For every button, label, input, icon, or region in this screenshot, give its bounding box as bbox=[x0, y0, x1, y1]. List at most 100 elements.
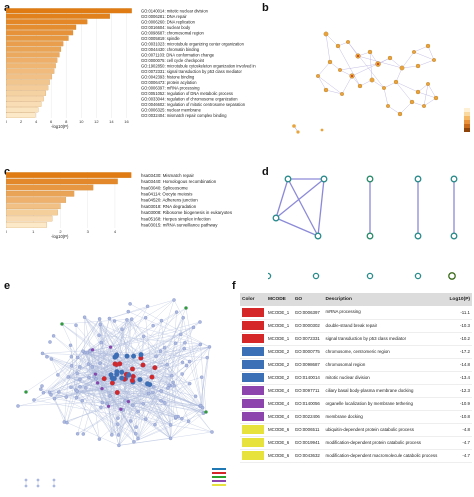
network-node bbox=[173, 415, 178, 419]
kegg-category-label: hsa03015: mRNA surveillance pathway bbox=[141, 223, 218, 228]
network-node bbox=[184, 363, 189, 368]
go-bar bbox=[6, 41, 64, 47]
network-node bbox=[87, 375, 91, 380]
network-node bbox=[97, 437, 102, 441]
network-node bbox=[180, 360, 185, 365]
go-xtick-label: 0 bbox=[6, 119, 8, 124]
network-node bbox=[78, 365, 82, 369]
network-node bbox=[99, 405, 103, 410]
kegg-category-label: hsa04520: Adherens junction bbox=[141, 198, 198, 203]
network-node bbox=[132, 440, 136, 444]
kegg-category-label: hsa03430: Mismatch repair bbox=[141, 173, 194, 178]
network-node bbox=[134, 425, 138, 429]
log10p-cell: -4.7 bbox=[446, 436, 472, 450]
panel-label-e: e bbox=[4, 280, 11, 292]
cluster-color-swatch bbox=[242, 386, 264, 395]
network-node bbox=[204, 410, 208, 414]
go-bar bbox=[6, 85, 49, 91]
log10p-cell: -4.7 bbox=[446, 449, 472, 463]
mcode-cell: MCODE_1 bbox=[266, 332, 293, 346]
network-node bbox=[180, 416, 184, 421]
network-node bbox=[145, 381, 151, 387]
go-xtick-label: 12 bbox=[94, 119, 99, 124]
network-node bbox=[207, 345, 212, 349]
kegg-bar bbox=[6, 203, 61, 210]
mcode-cell: MCODE_2 bbox=[266, 371, 293, 385]
network-node bbox=[110, 376, 116, 382]
go-category-label: GO:0000075: cell cycle checkpoint bbox=[141, 58, 205, 63]
go-category-label: GO:1902850: microtubule cytoskeleton org… bbox=[141, 63, 256, 68]
network-node bbox=[154, 354, 158, 359]
network-node bbox=[168, 436, 173, 441]
go-bar bbox=[6, 35, 69, 41]
network-node bbox=[64, 395, 68, 399]
network-node bbox=[120, 327, 124, 331]
table-row: MCODE_6 GO:0006511 ubiquitin-dependent p… bbox=[240, 423, 472, 437]
network-node bbox=[125, 318, 129, 322]
network-node bbox=[130, 403, 135, 408]
table-row: MCODE_4 GO:0022406 membrane docking -10.… bbox=[240, 410, 472, 424]
network-node bbox=[171, 380, 175, 385]
network-node bbox=[81, 349, 85, 353]
network-node bbox=[134, 431, 138, 436]
network-node bbox=[40, 351, 45, 356]
color-scale-legend bbox=[464, 108, 470, 132]
network-node bbox=[181, 316, 185, 320]
network-node bbox=[151, 323, 155, 328]
network-node bbox=[180, 372, 184, 376]
network-node bbox=[69, 354, 74, 359]
network-node bbox=[140, 362, 146, 368]
log10p-cell: -13.4 bbox=[446, 371, 472, 385]
go-xtick-label: 10 bbox=[79, 119, 84, 124]
description-cell: modification-dependent protein catabolic… bbox=[323, 436, 447, 450]
network-node bbox=[159, 389, 163, 393]
network-node bbox=[141, 334, 146, 339]
cluster-color-swatch bbox=[242, 360, 264, 369]
network-node bbox=[78, 384, 82, 389]
go-cell: GO:0140014 bbox=[292, 371, 324, 385]
cluster-color-swatch bbox=[242, 307, 264, 317]
network-node bbox=[75, 371, 79, 376]
go-category-label: GO:0031023: microtubule organizing cente… bbox=[141, 41, 245, 46]
panel-label-b: b bbox=[262, 2, 269, 14]
network-node bbox=[205, 355, 209, 360]
network-node bbox=[75, 432, 80, 436]
network-node bbox=[82, 315, 87, 319]
network-node bbox=[119, 375, 125, 381]
network-node bbox=[179, 332, 183, 337]
cluster-color-swatch bbox=[242, 347, 264, 356]
go-category-label: GO:0044430: chromatin binding bbox=[141, 47, 200, 52]
network-node bbox=[165, 362, 169, 367]
ppi-network bbox=[16, 298, 226, 488]
network-node bbox=[136, 436, 140, 441]
log10p-cell: -12.3 bbox=[446, 384, 472, 398]
go-category-label: GO:0032404: mismatch repair complex bind… bbox=[141, 113, 227, 118]
network-node bbox=[78, 377, 82, 382]
network-node bbox=[126, 399, 131, 404]
go-bar bbox=[6, 46, 62, 52]
kegg-bar bbox=[6, 215, 53, 222]
mcode-cell: MCODE_4 bbox=[266, 384, 293, 398]
network-node bbox=[116, 433, 121, 437]
network-node bbox=[45, 355, 49, 359]
go-category-label: GO:0016604: nuclear body bbox=[141, 25, 191, 30]
network-node bbox=[81, 432, 86, 436]
network-node bbox=[99, 340, 103, 345]
network-node bbox=[117, 443, 121, 448]
network-node bbox=[119, 407, 123, 411]
network-node bbox=[98, 322, 102, 327]
network-node bbox=[191, 325, 196, 330]
go-bar bbox=[6, 79, 50, 85]
network-node bbox=[114, 352, 120, 358]
network-node bbox=[65, 420, 69, 425]
network-node bbox=[98, 361, 102, 366]
network-node bbox=[52, 396, 57, 401]
network-node bbox=[159, 318, 164, 323]
network-node bbox=[200, 405, 205, 410]
go-bar bbox=[6, 63, 56, 69]
header-color: Color bbox=[240, 293, 266, 306]
go-xtick-label: 14 bbox=[109, 119, 114, 124]
network-node bbox=[123, 399, 127, 403]
go-xtick-label: 4 bbox=[35, 119, 38, 124]
network-node bbox=[198, 342, 203, 347]
